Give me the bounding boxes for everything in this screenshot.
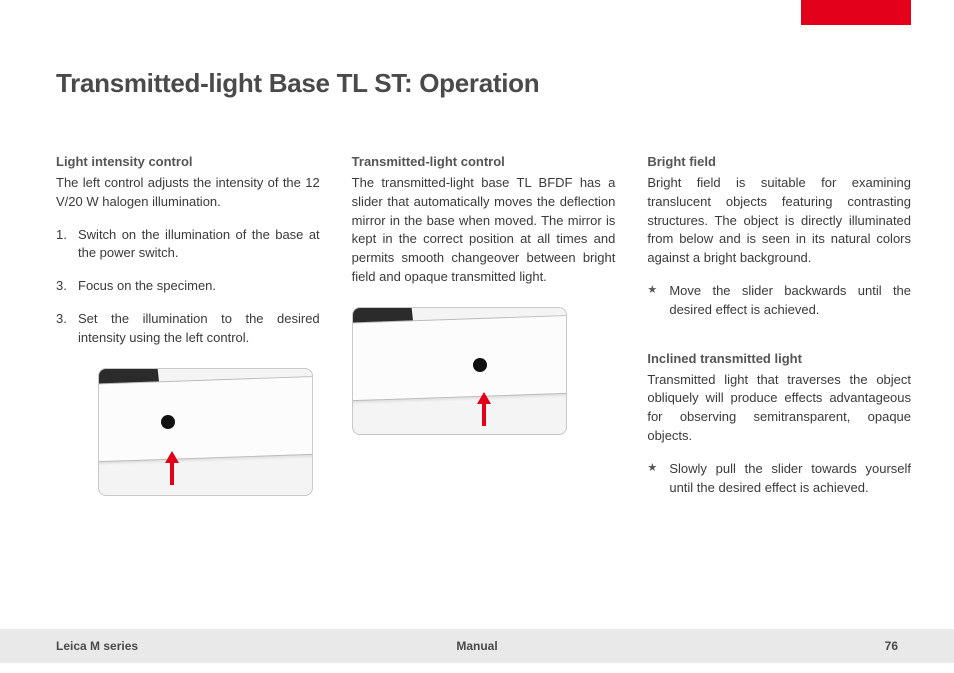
footer-label: Manual [456,639,497,653]
figure-light-intensity [98,368,313,496]
col2-body: The transmitted-light base TL BFDF has a… [352,174,616,287]
column-2: Transmitted-light control The transmitte… [352,153,616,498]
manual-page: Transmitted-light Base TL ST: Operation … [0,0,954,673]
figure-knob [473,358,487,372]
arrow-up-icon [477,392,483,422]
column-3: Bright field Bright field is suitable fo… [647,153,911,498]
page-title: Transmitted-light Base TL ST: Operation [56,68,539,99]
figure-base-body [352,313,567,402]
footer-page-number: 76 [885,639,898,653]
col3-sec1-body: Bright field is suitable for examining t… [647,174,911,268]
col1-intro: The left control adjusts the intensity o… [56,174,320,212]
bullet-item: ★ Move the slider backwards until the de… [647,282,911,320]
col2-heading: Transmitted-light control [352,153,616,172]
bullet-text: Slowly pull the slider towards yourself … [669,460,911,498]
col3-sec1-heading: Bright field [647,153,911,172]
col3-sec2-heading: Inclined transmitted light [647,350,911,369]
column-1: Light intensity control The left control… [56,153,320,498]
step-number: 3. [56,277,78,296]
step-item: 3. Set the illumination to the desired i… [56,310,320,348]
col1-heading: Light intensity control [56,153,320,172]
col1-steps: 1. Switch on the illumination of the bas… [56,226,320,348]
step-number: 3. [56,310,78,348]
section-tab [801,0,911,25]
footer-bar: Leica M series Manual 76 [0,629,954,663]
star-icon: ★ [647,460,669,498]
step-text: Set the illumination to the desired inte… [78,310,320,348]
bullet-text: Move the slider backwards until the desi… [669,282,911,320]
bullet-item: ★ Slowly pull the slider towards yoursel… [647,460,911,498]
star-icon: ★ [647,282,669,320]
figure-base-body [98,374,313,463]
step-item: 1. Switch on the illumination of the bas… [56,226,320,264]
content-columns: Light intensity control The left control… [56,153,911,498]
footer-series: Leica M series [56,639,138,653]
col3-sec2: Inclined transmitted light Transmitted l… [647,350,911,498]
step-text: Switch on the illumination of the base a… [78,226,320,264]
figure-transmitted-light [352,307,567,435]
col3-sec2-body: Transmitted light that traverses the obj… [647,371,911,446]
step-item: 3. Focus on the specimen. [56,277,320,296]
figure-knob [161,415,175,429]
step-number: 1. [56,226,78,264]
arrow-up-icon [165,451,171,481]
step-text: Focus on the specimen. [78,277,320,296]
